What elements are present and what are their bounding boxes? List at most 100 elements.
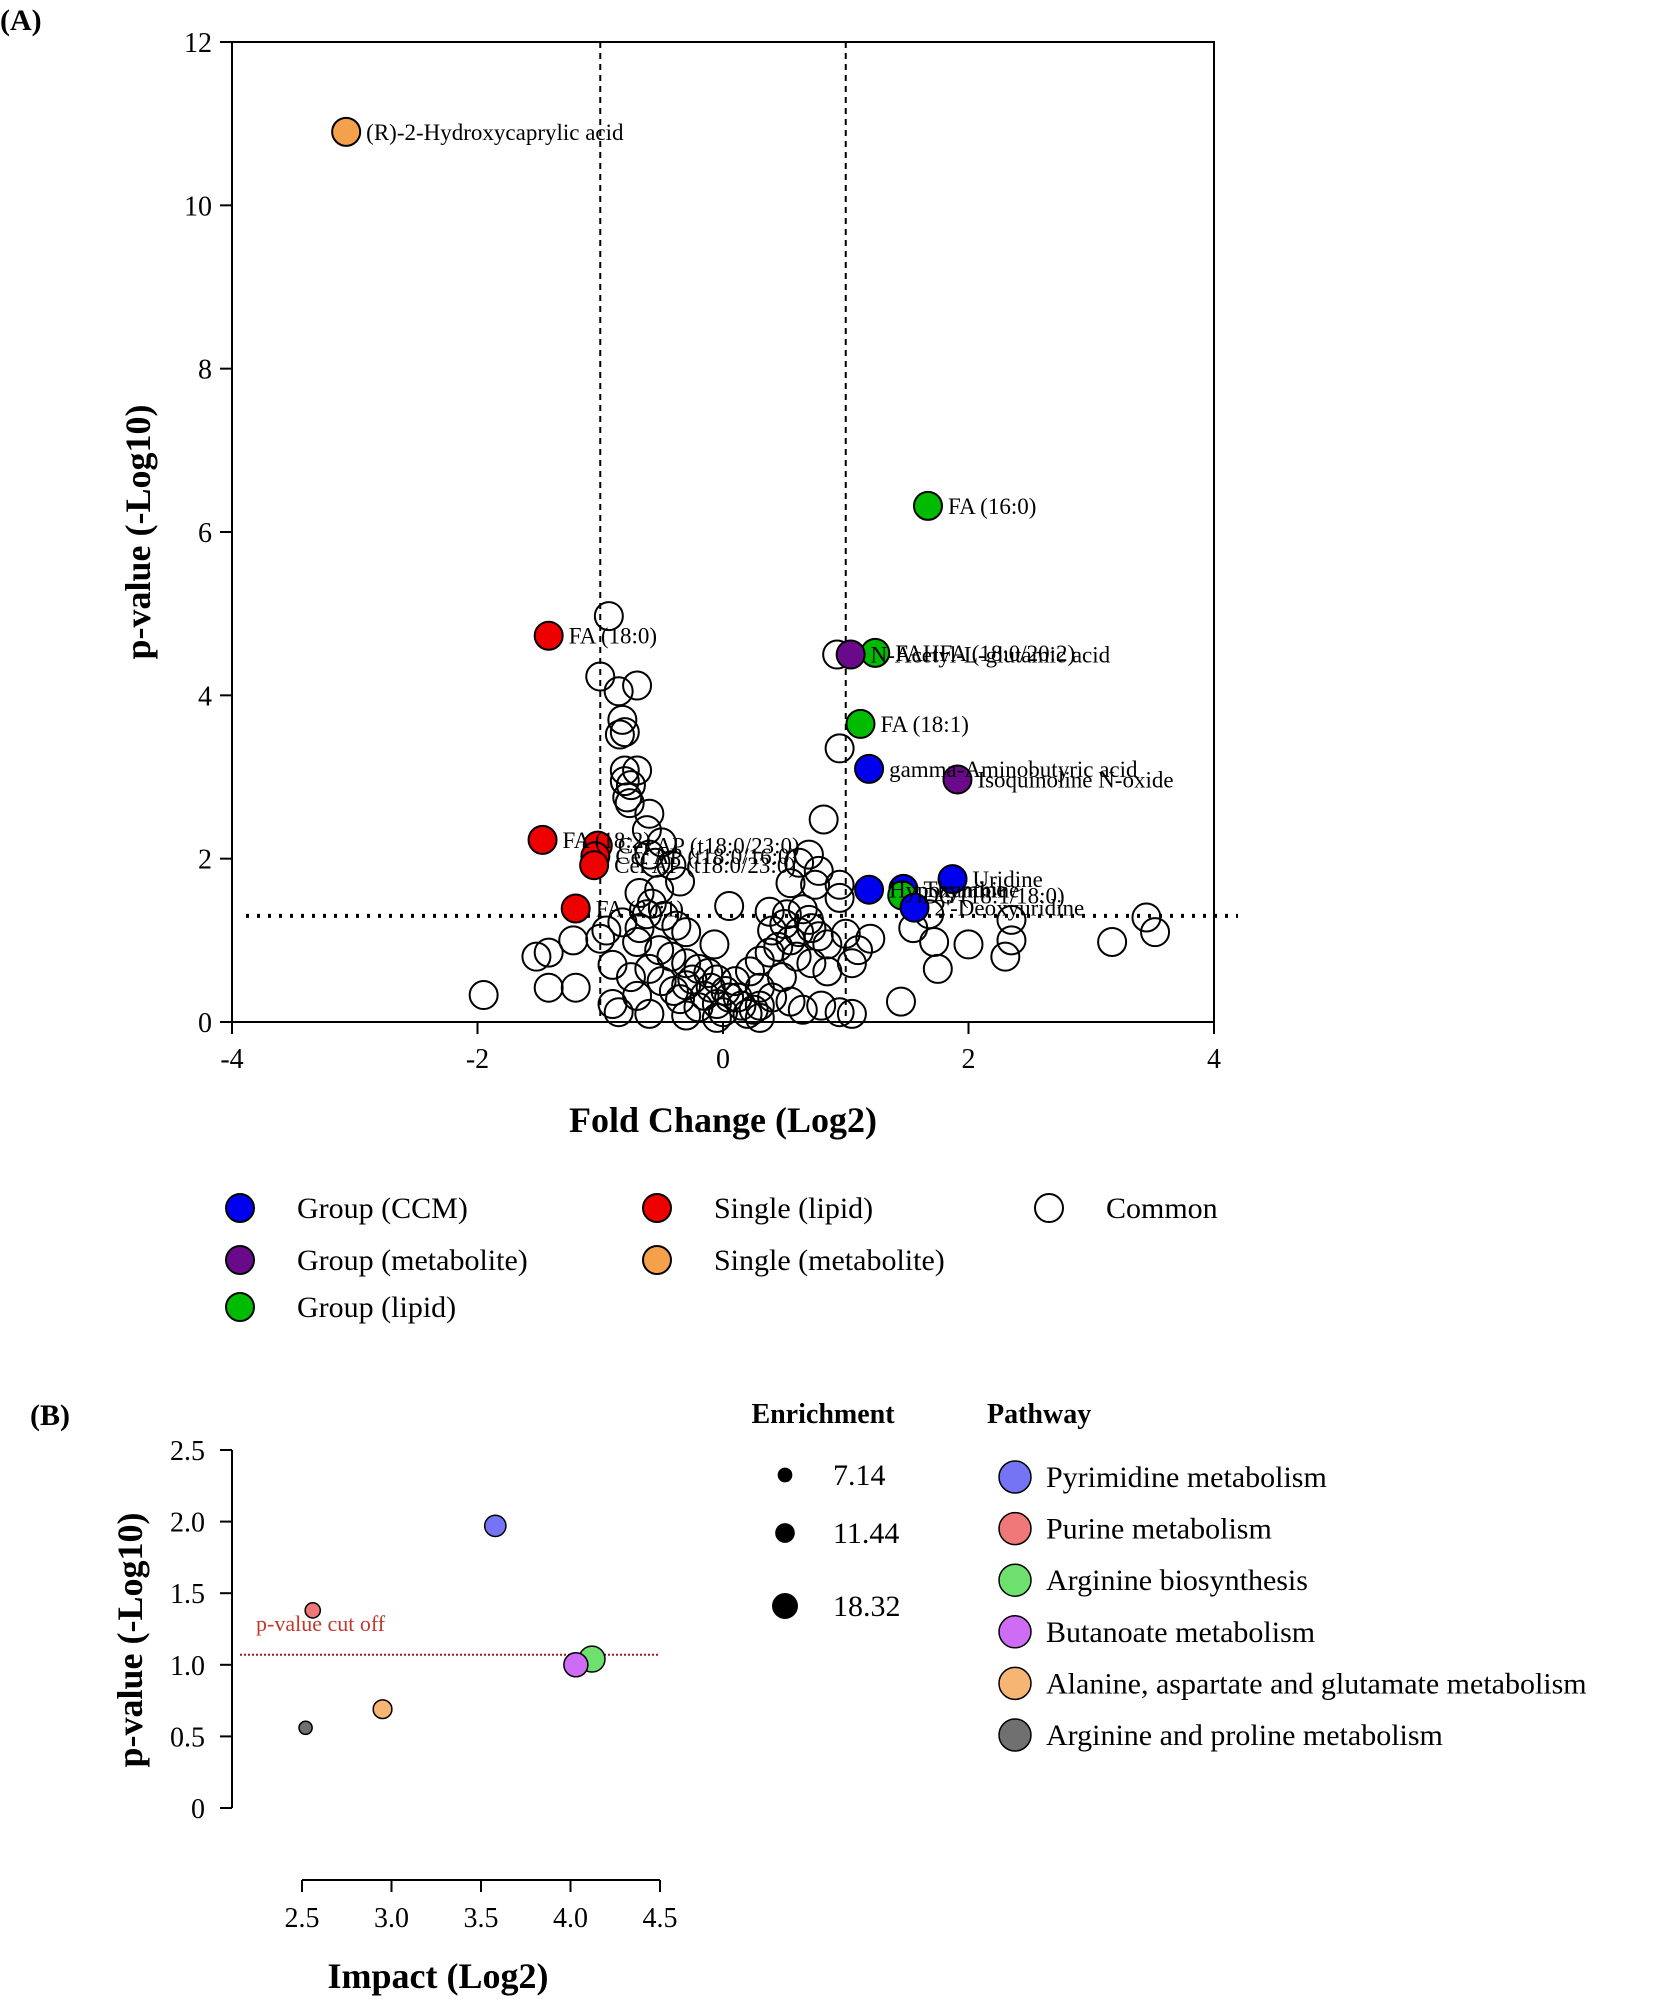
pathway-label-pyrimidine-metabolism: Pyrimidine metabolism [1046, 1461, 1327, 1494]
common-point-92 [836, 998, 867, 1029]
y-axis-ticks: 0 2 4 6 8 10 12 [184, 28, 232, 1039]
point-label-cer-ap-t18-0-16-0: Cer AP (t18:0/16:0) [615, 844, 797, 869]
common-point-121 [996, 904, 1027, 935]
common-point-94 [699, 929, 730, 960]
bubble-arginine-and-proline-metabolism [298, 1720, 313, 1736]
point-label-fa-18-0: FA (18:0) [569, 624, 657, 649]
pathway-bubble-plot: p-value cut off 2.5 3.0 3.5 4.0 4.5 0 0.5 1.0 1… [170, 1436, 678, 1934]
common-point-106 [843, 935, 874, 966]
size-legend-label-7-14: 7.14 [833, 1459, 886, 1492]
legend-label-group-metabolite: Group (metabolite) [297, 1244, 528, 1277]
common-point-125 [1140, 917, 1171, 948]
common-point-118 [953, 929, 984, 960]
common-point-81 [812, 929, 843, 960]
pathway-label-arginine-and-proline-metabolism: Arginine and proline metabolism [1046, 1719, 1443, 1752]
pathway-label-arginine-biosynthesis: Arginine biosynthesis [1046, 1564, 1308, 1597]
pathway-swatch-arginine-and-proline-metabolism [998, 1718, 1032, 1752]
common-point-8 [622, 755, 653, 786]
common-point-82 [781, 941, 812, 972]
x-tick-label-b-4-5: 4.5 [643, 1903, 678, 1934]
common-point-78 [771, 899, 802, 930]
size-legend-dot-11-44 [775, 1523, 795, 1543]
enrichment-legend-title: Enrichment [751, 1399, 895, 1430]
y-tick-label-b-2-0: 2.0 [170, 1508, 205, 1539]
point-label-fa-20-1: FA (20:1) [596, 896, 684, 921]
common-point-124 [1131, 902, 1162, 933]
legend-label-group-lipid: Group (lipid) [297, 1291, 456, 1324]
common-point-12 [614, 788, 645, 819]
legend-swatch-single-metabolite [642, 1245, 672, 1275]
x-tick-label-b-2-5: 2.5 [285, 1903, 320, 1934]
common-point-90 [806, 990, 837, 1021]
common-point-31 [622, 926, 653, 957]
x-axis-ticks: 2.5 3.0 3.5 4.0 4.5 [285, 1880, 678, 1934]
legend-label-single-lipid: Single (lipid) [714, 1192, 873, 1225]
common-point-59 [634, 953, 665, 984]
x-axis-label-b: Impact (Log2) [328, 1956, 549, 1996]
legend-label-group-ccm: Group (CCM) [297, 1192, 468, 1225]
x-tick-label-b-3-0: 3.0 [374, 1903, 409, 1934]
common-point-1 [585, 661, 616, 692]
group-legend: Group (CCM) Single (lipid) Common Group (me… [225, 1192, 1218, 1324]
y-tick-label-b-2-5: 2.5 [170, 1436, 205, 1467]
common-point-117 [922, 953, 953, 984]
y-tick-label-2: 2 [198, 845, 212, 876]
legend-swatch-group-lipid [225, 1292, 255, 1322]
size-legend-label-11-44: 11.44 [833, 1517, 899, 1550]
common-point-63 [533, 972, 564, 1003]
point-fa-18-2 [527, 824, 558, 855]
common-point-113 [787, 894, 818, 925]
pathway-label-purine-metabolism: Purine metabolism [1046, 1513, 1272, 1546]
common-point-9 [609, 766, 640, 797]
common-point-96 [744, 990, 775, 1021]
labeled-points [331, 116, 973, 924]
bubble-purine-metabolism [304, 1602, 322, 1619]
common-point-61 [597, 949, 628, 980]
common-point-5 [604, 719, 635, 750]
common-point-103 [793, 839, 824, 870]
common-point-123 [1097, 926, 1128, 957]
common-point-24 [649, 900, 680, 931]
point-label-thymine: Thymine [923, 877, 1006, 902]
size-legend-label-18-32: 18.32 [833, 1590, 901, 1623]
point-label-fa-16-0: FA (16:0) [948, 494, 1036, 519]
common-point-6 [609, 717, 640, 748]
common-point-93 [738, 994, 769, 1025]
point-label-fa-18-1: FA (18:1) [880, 712, 968, 737]
common-point-21 [624, 877, 655, 908]
common-point-97 [722, 982, 753, 1013]
y-axis-label: p-value (-Log10) [118, 405, 158, 660]
common-point-91 [824, 997, 855, 1028]
volcano-plot: (R)-2-Hydroxycaprylic acid FA (16:0) FA (1… [184, 28, 1238, 1075]
common-point-122 [885, 986, 916, 1017]
legend-swatch-group-ccm [225, 1193, 255, 1223]
x-tick-label-b-3-5: 3.5 [464, 1903, 499, 1934]
pathway-swatch-butanoate-metabolism [998, 1615, 1032, 1649]
enrichment-size-legend: 7.14 11.44 18.32 [772, 1459, 901, 1623]
pathway-legend-title: Pathway [987, 1399, 1091, 1430]
y-tick-label-b-1-0: 1.0 [170, 1651, 205, 1682]
y-tick-label-b-0: 0 [191, 1794, 205, 1825]
legend-swatch-group-metabolite [225, 1245, 255, 1275]
pathway-bubbles [298, 1514, 606, 1736]
point-gamma-aminobutyric-acid [854, 753, 885, 784]
point-n-acetyl-l-glutamic-acid [835, 639, 866, 670]
y-tick-label-6: 6 [198, 518, 212, 549]
common-point-105 [824, 882, 855, 913]
point-label-cer-ap-t18-0-23-0: Cer AP (t18:0/23:0) [614, 853, 796, 878]
pathway-swatch-pyrimidine-metabolism [998, 1460, 1032, 1494]
legend-swatch-single-lipid [642, 1193, 672, 1223]
common-point-3 [622, 670, 653, 701]
common-point-54 [634, 998, 665, 1029]
common-point-68 [720, 966, 751, 997]
common-point-86 [744, 972, 775, 1003]
pathway-legend: Pyrimidine metabolism Purine metabolism Ar… [998, 1460, 1587, 1752]
point-uridine [937, 864, 968, 895]
common-point-46 [701, 989, 732, 1020]
common-point-112 [796, 913, 827, 944]
common-point-65 [533, 937, 564, 968]
y-axis-ticks: 0 0.5 1.0 1.5 2.0 2.5 [170, 1436, 232, 1825]
y-tick-label-10: 10 [184, 191, 212, 222]
common-point-29 [591, 915, 622, 946]
